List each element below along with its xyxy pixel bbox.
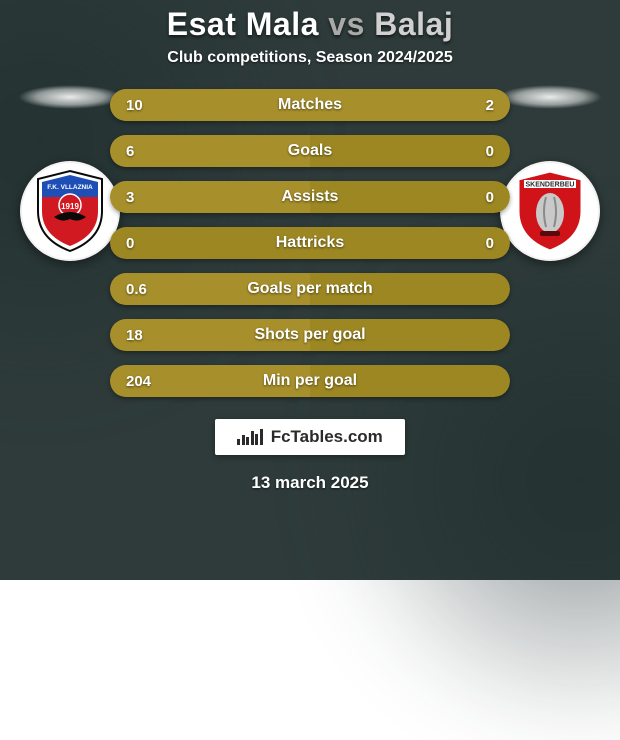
metric-value-left: 0.6 [110, 281, 180, 298]
player2-name: Balaj [374, 6, 453, 42]
metric-value-right: 0 [440, 143, 510, 160]
metric-value-right: 2 [440, 97, 510, 114]
comparison-card: Esat Mala vs Balaj Club competitions, Se… [0, 0, 620, 580]
vllaznia-crest-icon: 1919 F.K. VLLAZNIA [30, 167, 110, 255]
metric-row: 18Shots per goal [110, 319, 510, 351]
avatar-placeholder-left [18, 85, 122, 109]
metric-label: Goals [180, 142, 440, 160]
svg-text:SKENDERBEU: SKENDERBEU [525, 182, 574, 189]
metric-value-left: 3 [110, 189, 180, 206]
metric-value-left: 0 [110, 235, 180, 252]
metric-row: 3Assists0 [110, 181, 510, 213]
metric-row: 0.6Goals per match [110, 273, 510, 305]
date: 13 march 2025 [251, 473, 368, 493]
metric-row: 0Hattricks0 [110, 227, 510, 259]
metric-label: Assists [180, 188, 440, 206]
skenderbeu-crest-icon: SKENDERBEU [510, 167, 590, 255]
subtitle: Club competitions, Season 2024/2025 [167, 49, 452, 67]
metric-row: 204Min per goal [110, 365, 510, 397]
metric-row: 6Goals0 [110, 135, 510, 167]
club-badge-left: 1919 F.K. VLLAZNIA [20, 161, 120, 261]
bars-icon [237, 429, 263, 445]
avatar-placeholder-right [498, 85, 602, 109]
metric-row: 10Matches2 [110, 89, 510, 121]
svg-text:F.K. VLLAZNIA: F.K. VLLAZNIA [47, 184, 93, 191]
player1-name: Esat Mala [167, 6, 319, 42]
brand-text: FcTables.com [271, 427, 383, 447]
metric-label: Shots per goal [180, 326, 440, 344]
metric-value-left: 18 [110, 327, 180, 344]
metric-label: Matches [180, 96, 440, 114]
metric-value-left: 6 [110, 143, 180, 160]
metric-value-left: 10 [110, 97, 180, 114]
fctables-logo: FcTables.com [215, 419, 405, 455]
metric-value-right: 0 [440, 235, 510, 252]
title: Esat Mala vs Balaj [167, 6, 453, 43]
metric-value-left: 204 [110, 373, 180, 390]
metric-label: Goals per match [180, 280, 440, 298]
comparison-body: 1919 F.K. VLLAZNIA SKENDERBEU 10Matches2… [0, 89, 620, 397]
club-badge-right: SKENDERBEU [500, 161, 600, 261]
metric-value-right: 0 [440, 189, 510, 206]
metric-bars: 10Matches26Goals03Assists00Hattricks00.6… [110, 89, 510, 397]
svg-text:1919: 1919 [61, 202, 79, 211]
vs-label: vs [328, 6, 365, 42]
metric-label: Min per goal [180, 372, 440, 390]
metric-label: Hattricks [180, 234, 440, 252]
